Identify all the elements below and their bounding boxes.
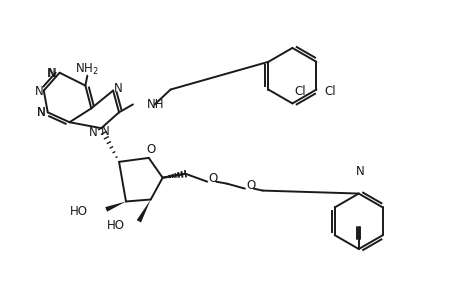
Text: NH$_2$: NH$_2$ — [76, 62, 99, 77]
Text: O: O — [208, 172, 218, 185]
Text: N: N — [37, 106, 45, 119]
Text: O: O — [146, 143, 155, 156]
Text: HO: HO — [107, 219, 125, 232]
Text: N: N — [48, 67, 57, 80]
Text: N: N — [34, 85, 43, 98]
Text: N: N — [37, 106, 45, 119]
Text: N: N — [47, 67, 56, 80]
Text: N: N — [356, 165, 365, 178]
Text: N: N — [101, 125, 109, 138]
Text: N: N — [114, 82, 122, 95]
Polygon shape — [136, 200, 151, 223]
Polygon shape — [105, 201, 126, 212]
Text: N: N — [89, 126, 98, 139]
Text: HO: HO — [71, 205, 88, 218]
Text: O: O — [246, 179, 256, 192]
Text: Cl: Cl — [324, 85, 336, 98]
Text: Cl: Cl — [294, 85, 306, 98]
Text: NH: NH — [147, 98, 164, 111]
